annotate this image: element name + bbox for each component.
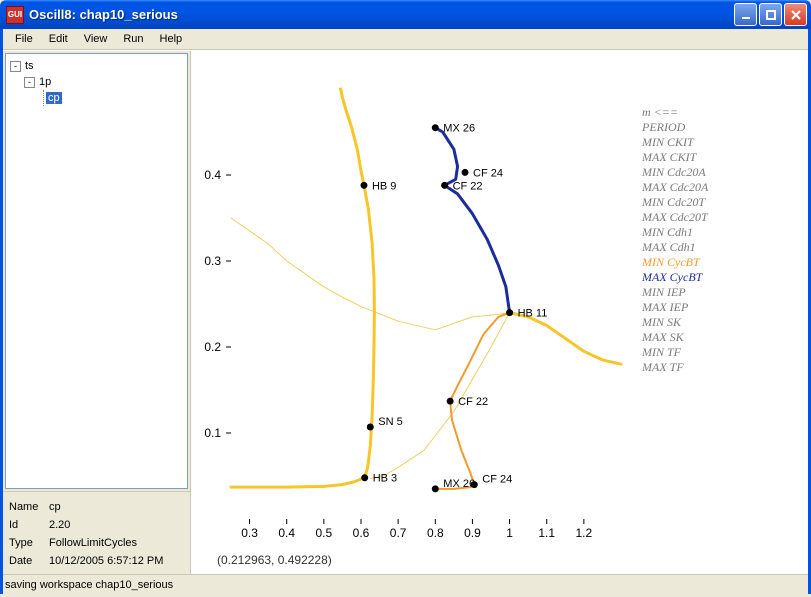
svg-text:CF 22: CF 22: [458, 396, 488, 408]
legend-item[interactable]: MAX TF: [642, 360, 708, 375]
svg-text:1.2: 1.2: [576, 526, 593, 540]
svg-text:HB 3: HB 3: [373, 473, 397, 485]
legend-item[interactable]: MAX CKIT: [642, 150, 708, 165]
svg-text:0.6: 0.6: [353, 526, 370, 540]
legend-item[interactable]: MIN SK: [642, 315, 708, 330]
legend-item[interactable]: MIN CycBT: [642, 255, 708, 270]
legend-item[interactable]: MAX Cdc20T: [642, 210, 708, 225]
tree-view[interactable]: - ts - 1p cp: [5, 53, 188, 489]
prop-id-val: 2.20: [49, 519, 70, 531]
window-title: Oscill8: chap10_serious: [29, 7, 732, 22]
tree-node-1p[interactable]: 1p: [39, 76, 51, 88]
tree-collapse-icon[interactable]: -: [24, 77, 35, 88]
prop-name-val: cp: [49, 501, 61, 513]
svg-text:0.2: 0.2: [204, 340, 221, 354]
svg-text:MX 26: MX 26: [443, 123, 475, 135]
svg-text:0.4: 0.4: [204, 168, 221, 182]
status-text: saving workspace chap10_serious: [5, 579, 173, 591]
tree-node-cp[interactable]: cp: [46, 92, 62, 104]
svg-text:CF 24: CF 24: [482, 474, 512, 486]
legend-item[interactable]: MIN IEP: [642, 285, 708, 300]
status-bar: saving workspace chap10_serious: [3, 574, 808, 594]
legend-item[interactable]: MAX IEP: [642, 300, 708, 315]
legend-item[interactable]: m <==: [642, 105, 708, 120]
menubar: File Edit View Run Help: [3, 29, 808, 50]
svg-text:CF 24: CF 24: [473, 167, 503, 179]
prop-type-val: FollowLimitCycles: [49, 537, 137, 549]
cursor-coordinates: (0.212963, 0.492228): [217, 553, 332, 567]
svg-text:1.1: 1.1: [538, 526, 555, 540]
menu-edit[interactable]: Edit: [41, 31, 76, 47]
prop-type-key: Type: [9, 537, 49, 549]
legend-item[interactable]: MIN Cdh1: [642, 225, 708, 240]
minimize-button[interactable]: [734, 3, 757, 26]
menu-run[interactable]: Run: [115, 31, 151, 47]
svg-text:0.4: 0.4: [278, 526, 295, 540]
tree-collapse-icon[interactable]: -: [10, 61, 21, 72]
menu-file[interactable]: File: [7, 31, 41, 47]
tree-connector: [43, 90, 44, 106]
svg-text:MX 26: MX 26: [443, 478, 475, 490]
legend-item[interactable]: MIN CKIT: [642, 135, 708, 150]
svg-text:HB 9: HB 9: [372, 180, 396, 192]
titlebar: GUI Oscill8: chap10_serious: [0, 0, 811, 29]
svg-text:HB 11: HB 11: [518, 308, 548, 320]
legend-item[interactable]: MIN Cdc20T: [642, 195, 708, 210]
svg-text:0.3: 0.3: [241, 526, 258, 540]
menu-help[interactable]: Help: [152, 31, 191, 47]
svg-text:1: 1: [506, 526, 513, 540]
svg-text:0.3: 0.3: [204, 254, 221, 268]
properties-panel: Namecp Id2.20 TypeFollowLimitCycles Date…: [3, 491, 190, 574]
legend-item[interactable]: MIN TF: [642, 345, 708, 360]
svg-text:SN 5: SN 5: [378, 416, 402, 428]
svg-text:0.1: 0.1: [204, 426, 221, 440]
svg-text:0.5: 0.5: [316, 526, 333, 540]
menu-view[interactable]: View: [76, 31, 116, 47]
prop-date-val: 10/12/2005 6:57:12 PM: [49, 555, 163, 567]
legend-item[interactable]: MAX Cdh1: [642, 240, 708, 255]
plot-area[interactable]: Limit Cycle Continuation Data [1/1]: m 0…: [191, 51, 808, 574]
legend-item[interactable]: MAX CycBT: [642, 270, 708, 285]
legend-item[interactable]: MIN Cdc20A: [642, 165, 708, 180]
legend-item[interactable]: PERIOD: [642, 120, 708, 135]
svg-text:CF 22: CF 22: [453, 180, 483, 192]
prop-date-key: Date: [9, 555, 49, 567]
chart-canvas[interactable]: 0.3 0.4 0.5 0.6 0.7 0.8 0.9 1 1.1 1.2 0.1 0.2 0.3 0.4…: [191, 51, 806, 574]
maximize-button[interactable]: [759, 3, 782, 26]
legend-item[interactable]: MAX SK: [642, 330, 708, 345]
prop-id-key: Id: [9, 519, 49, 531]
close-button[interactable]: [784, 3, 807, 26]
legend-item[interactable]: MAX Cdc20A: [642, 180, 708, 195]
app-icon: GUI: [6, 6, 24, 24]
svg-text:0.8: 0.8: [427, 526, 444, 540]
chart-legend[interactable]: m <==PERIODMIN CKITMAX CKITMIN Cdc20AMAX…: [642, 105, 708, 375]
svg-text:0.7: 0.7: [390, 526, 407, 540]
tree-node-ts[interactable]: ts: [25, 60, 34, 72]
prop-name-key: Name: [9, 501, 49, 513]
sidebar: - ts - 1p cp Namecp Id2.20 TypeFollowLim…: [3, 51, 191, 574]
svg-text:0.9: 0.9: [464, 526, 481, 540]
